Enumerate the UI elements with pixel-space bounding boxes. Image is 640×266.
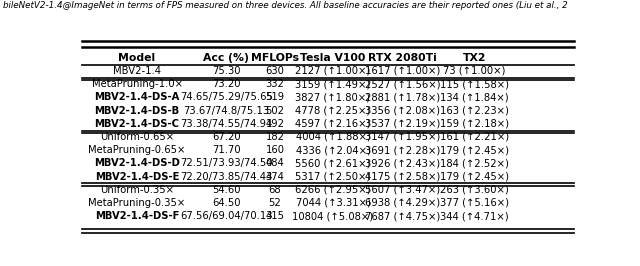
Text: 52: 52 xyxy=(269,198,282,208)
Text: 115 (↑1.58×): 115 (↑1.58×) xyxy=(440,79,509,89)
Text: Tesla V100: Tesla V100 xyxy=(300,53,365,63)
Text: 415: 415 xyxy=(266,211,284,221)
Text: 4004 (↑1.88×): 4004 (↑1.88×) xyxy=(296,132,371,142)
Text: 72.20/73.85/74.43: 72.20/73.85/74.43 xyxy=(180,172,273,182)
Text: 7687 (↑4.75×): 7687 (↑4.75×) xyxy=(365,211,440,221)
Text: 163 (↑2.23×): 163 (↑2.23×) xyxy=(440,106,509,115)
Text: 4175 (↑2.58×): 4175 (↑2.58×) xyxy=(365,172,440,182)
Text: MBV2-1.4-DS-D: MBV2-1.4-DS-D xyxy=(94,158,180,168)
Text: 630: 630 xyxy=(266,66,284,76)
Text: 74.65/75.29/75.65: 74.65/75.29/75.65 xyxy=(180,92,273,102)
Text: MBV2-1.4-DS-B: MBV2-1.4-DS-B xyxy=(95,106,180,115)
Text: 184 (↑2.52×): 184 (↑2.52×) xyxy=(440,158,509,168)
Text: 377 (↑5.16×): 377 (↑5.16×) xyxy=(440,198,509,208)
Text: MBV2-1.4-DS-E: MBV2-1.4-DS-E xyxy=(95,172,179,182)
Text: MBV2-1.4-DS-C: MBV2-1.4-DS-C xyxy=(95,119,180,129)
Text: 4336 (↑2.04×): 4336 (↑2.04×) xyxy=(296,145,371,155)
Text: TX2: TX2 xyxy=(463,53,486,63)
Text: 6266 (↑2.95×): 6266 (↑2.95×) xyxy=(295,185,371,195)
Text: MetaPruning-0.65×: MetaPruning-0.65× xyxy=(88,145,186,155)
Text: 4597 (↑2.16×): 4597 (↑2.16×) xyxy=(295,119,371,129)
Text: 73.38/74.55/74.91: 73.38/74.55/74.91 xyxy=(180,119,273,129)
Text: 332: 332 xyxy=(266,79,284,89)
Text: 75.30: 75.30 xyxy=(212,66,241,76)
Text: 5607 (↑3.47×): 5607 (↑3.47×) xyxy=(365,185,440,195)
Text: 179 (↑2.45×): 179 (↑2.45×) xyxy=(440,172,509,182)
Text: 159 (↑2.18×): 159 (↑2.18×) xyxy=(440,119,509,129)
Text: MBV2-1.4-DS-F: MBV2-1.4-DS-F xyxy=(95,211,179,221)
Text: 68: 68 xyxy=(269,185,281,195)
Text: 3537 (↑2.19×): 3537 (↑2.19×) xyxy=(365,119,440,129)
Text: 73.67/74.8/75.13: 73.67/74.8/75.13 xyxy=(183,106,269,115)
Text: 2127 (↑1.00×): 2127 (↑1.00×) xyxy=(295,66,371,76)
Text: bileNetV2-1.4@ImageNet in terms of FPS measured on three devices. All baseline a: bileNetV2-1.4@ImageNet in terms of FPS m… xyxy=(3,1,568,10)
Text: Acc (%): Acc (%) xyxy=(204,53,249,63)
Text: 73.20: 73.20 xyxy=(212,79,241,89)
Text: 263 (↑3.60×): 263 (↑3.60×) xyxy=(440,185,509,195)
Text: 54.60: 54.60 xyxy=(212,185,241,195)
Text: 474: 474 xyxy=(266,172,284,182)
Text: 73 (↑1.00×): 73 (↑1.00×) xyxy=(443,66,506,76)
Text: Uniform-0.65×: Uniform-0.65× xyxy=(100,132,174,142)
Text: 4778 (↑2.25×): 4778 (↑2.25×) xyxy=(295,106,371,115)
Text: MetaPruning-0.35×: MetaPruning-0.35× xyxy=(88,198,186,208)
Text: RTX 2080Ti: RTX 2080Ti xyxy=(368,53,436,63)
Text: Model: Model xyxy=(118,53,156,63)
Text: 3691 (↑2.28×): 3691 (↑2.28×) xyxy=(365,145,440,155)
Text: 484: 484 xyxy=(266,158,284,168)
Text: 502: 502 xyxy=(266,106,284,115)
Text: 3356 (↑2.08×): 3356 (↑2.08×) xyxy=(365,106,440,115)
Text: MBV2-1.4: MBV2-1.4 xyxy=(113,66,161,76)
Text: 519: 519 xyxy=(266,92,285,102)
Text: 5317 (↑2.50×): 5317 (↑2.50×) xyxy=(295,172,371,182)
Text: 160: 160 xyxy=(266,145,284,155)
Text: 134 (↑1.84×): 134 (↑1.84×) xyxy=(440,92,509,102)
Text: 2881 (↑1.78×): 2881 (↑1.78×) xyxy=(365,92,440,102)
Text: 5560 (↑2.61×): 5560 (↑2.61×) xyxy=(295,158,371,168)
Text: 67.56/69.04/70.13: 67.56/69.04/70.13 xyxy=(180,211,273,221)
Text: 3159 (↑1.49×): 3159 (↑1.49×) xyxy=(295,79,371,89)
Text: 161 (↑2.21×): 161 (↑2.21×) xyxy=(440,132,509,142)
Text: 492: 492 xyxy=(266,119,284,129)
Text: 71.70: 71.70 xyxy=(212,145,241,155)
Text: 3147 (↑1.95×): 3147 (↑1.95×) xyxy=(365,132,440,142)
Text: 179 (↑2.45×): 179 (↑2.45×) xyxy=(440,145,509,155)
Text: 3926 (↑2.43×): 3926 (↑2.43×) xyxy=(365,158,440,168)
Text: MFLOPs: MFLOPs xyxy=(251,53,299,63)
Text: 344 (↑4.71×): 344 (↑4.71×) xyxy=(440,211,509,221)
Text: 3827 (↑1.80×): 3827 (↑1.80×) xyxy=(296,92,371,102)
Text: 2527 (↑1.56×): 2527 (↑1.56×) xyxy=(365,79,440,89)
Text: MetaPruning-1.0×: MetaPruning-1.0× xyxy=(92,79,182,89)
Text: MBV2-1.4-DS-A: MBV2-1.4-DS-A xyxy=(94,92,180,102)
Text: 182: 182 xyxy=(266,132,284,142)
Text: 7044 (↑3.31×): 7044 (↑3.31×) xyxy=(296,198,371,208)
Text: 1617 (↑1.00×): 1617 (↑1.00×) xyxy=(365,66,440,76)
Text: 6938 (↑4.29×): 6938 (↑4.29×) xyxy=(365,198,440,208)
Text: 64.50: 64.50 xyxy=(212,198,241,208)
Text: 10804 (↑5.08×): 10804 (↑5.08×) xyxy=(292,211,374,221)
Text: 72.51/73.93/74.50: 72.51/73.93/74.50 xyxy=(180,158,273,168)
Text: Uniform-0.35×: Uniform-0.35× xyxy=(100,185,174,195)
Text: 67.20: 67.20 xyxy=(212,132,241,142)
